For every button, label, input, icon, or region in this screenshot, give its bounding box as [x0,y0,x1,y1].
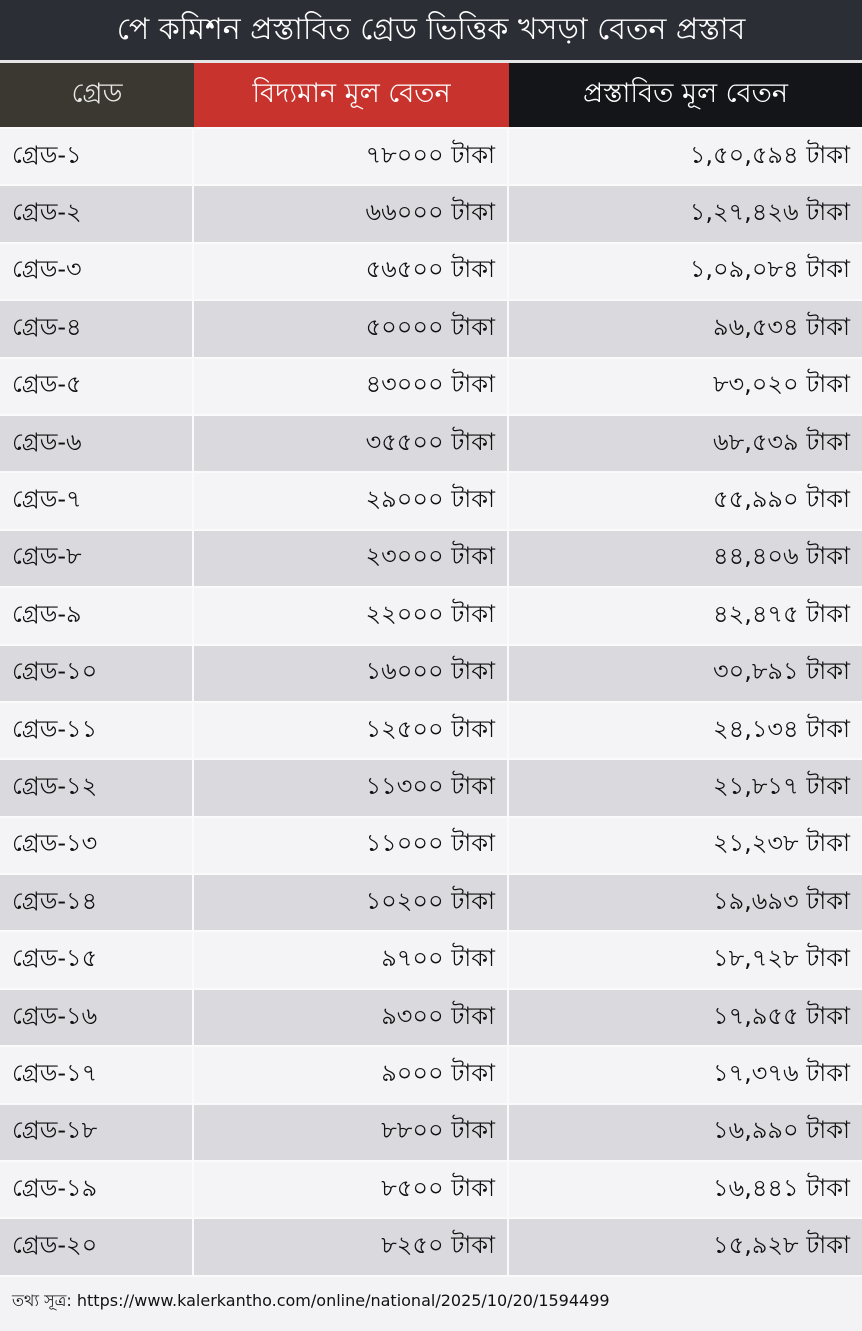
current-salary-cell: ১২৫০০ টাকা [194,702,509,759]
current-salary-cell: ৯০০০ টাকা [194,1047,509,1103]
current-salary-cell: ২৯০০০ টাকা [194,473,509,529]
grade-cell: গ্রেড-১৩ [0,817,194,874]
table-row: গ্রেড-৯ ২২০০০ টাকা ৪২,৪৭৫ টাকা [0,586,862,644]
proposed-salary-cell: ২৪,১৩৪ টাকা [713,714,850,743]
current-salary-cell: ১১৩০০ টাকা [194,760,509,816]
grade-cell: গ্রেড-১৭ [0,1047,194,1103]
table-row: গ্রেড-১৬ ৯৩০০ টাকা ১৭,৯৫৫ টাকা [0,987,862,1046]
table-row: গ্রেড-৭ ২৯০০০ টাকা ৫৫,৯৯০ টাকা [0,471,862,529]
current-salary-cell: ৩৫৫০০ টাকা [194,415,509,472]
proposed-salary-cell: ১৫,৯২৮ টাকা [713,1231,850,1260]
grade-cell: গ্রেড-২০ [0,1219,194,1275]
grade-cell: গ্রেড-১৯ [0,1162,194,1218]
current-salary-cell: ১১০০০ টাকা [194,817,509,874]
proposed-salary-cell: ১৭,৩৭৬ টাকা [712,1058,850,1087]
proposed-salary-cell: ৮৩,০২০ টাকা [712,370,850,399]
current-salary-cell: ৮৮০০ টাকা [194,1104,509,1161]
grade-cell: গ্রেড-১৬ [0,989,194,1046]
table-row: গ্রেড-১১ ১২৫০০ টাকা ২৪,১৩৪ টাকা [0,700,862,759]
current-salary-cell: ৯৩০০ টাকা [194,989,509,1046]
table-row: গ্রেড-১৪ ১০২০০ টাকা ১৯,৬৯৩ টাকা [0,873,862,931]
proposed-salary-cell: ১৬,৯৯০ টাকা [713,1116,850,1145]
grade-cell: গ্রেড-৭ [0,473,194,529]
grade-cell: গ্রেড-৮ [0,530,194,587]
table-row: গ্রেড-১৩ ১১০০০ টাকা ২১,২৩৮ টাকা [0,815,862,874]
proposed-salary-cell: ১,৫০,৫৯৪ টাকা [689,140,850,169]
proposed-salary-cell: ৫৫,৯৯০ টাকা [713,485,850,514]
grade-cell: গ্রেড-৬ [0,415,194,472]
table-row: গ্রেড-২ ৬৬০০০ টাকা ১,২৭,৪২৬ টাকা [0,184,862,242]
table-row: গ্রেড-৪ ৫০০০০ টাকা ৯৬,৫৩৪ টাকা [0,299,862,357]
grade-cell: গ্রেড-১ [0,129,194,185]
current-salary-cell: ৭৮০০০ টাকা [194,129,509,185]
proposed-salary-cell: ৯৬,৫৩৪ টাকা [713,312,850,341]
proposed-salary-cell: ১,০৯,০৮৪ টাকা [689,255,850,284]
page-title: পে কমিশন প্রস্তাবিত গ্রেড ভিত্তিক খসড়া … [0,0,862,63]
table-body: গ্রেড-১ ৭৮০০০ টাকা ১,৫০,৫৯৪ টাকা গ্রেড-২ ৬৬০… [0,127,862,1275]
grade-cell: গ্রেড-১০ [0,645,194,701]
grade-cell: গ্রেড-১১ [0,702,194,759]
table-row: গ্রেড-৫ ৪৩০০০ টাকা ৮৩,০২০ টাকা [0,356,862,414]
table-row: গ্রেড-১৯ ৮৫০০ টাকা ১৬,৪৪১ টাকা [0,1160,862,1218]
source-note: তথ্য সূত্র: https://www.kalerkantho.com/… [0,1274,862,1327]
proposed-salary-cell: ২১,৮১৭ টাকা [713,771,850,800]
grade-cell: গ্রেড-১২ [0,760,194,816]
current-salary-cell: ৬৬০০০ টাকা [194,186,509,242]
current-salary-cell: ১০২০০ টাকা [194,875,509,931]
current-salary-cell: ৮২৫০ টাকা [194,1219,509,1275]
grade-cell: গ্রেড-৫ [0,358,194,414]
proposed-salary-cell: ৪২,৪৭৫ টাকা [713,599,850,628]
proposed-salary-cell: ১৭,৯৫৫ টাকা [713,1001,850,1030]
current-salary-cell: ৪৩০০০ টাকা [194,358,509,414]
table-header: গ্রেড বিদ্যমান মূল বেতন প্রস্তাবিত মূল ব… [0,63,862,127]
proposed-salary-cell: ৩০,৮৯১ টাকা [713,657,850,686]
proposed-salary-cell: ১,২৭,৪২৬ টাকা [689,198,850,227]
grade-cell: গ্রেড-৯ [0,588,194,644]
proposed-salary-cell: ২১,২৩৮ টাকা [712,829,850,858]
proposed-salary-cell: ৬৮,৫৩৯ টাকা [713,427,850,456]
current-salary-cell: ৯৭০০ টাকা [194,932,509,988]
grade-cell: গ্রেড-১৫ [0,932,194,988]
header-proposed-salary: প্রস্তাবিত মূল বেতন [509,63,862,127]
header-current-salary: বিদ্যমান মূল বেতন [194,63,509,127]
table-row: গ্রেড-৩ ৫৬৫০০ টাকা ১,০৯,০৮৪ টাকা [0,241,862,300]
header-grade: গ্রেড [0,63,194,127]
current-salary-cell: ২২০০০ টাকা [194,588,509,644]
table-row: গ্রেড-১২ ১১৩০০ টাকা ২১,৮১৭ টাকা [0,758,862,816]
proposed-salary-cell: ৪৪,৪০৬ টাকা [713,542,850,571]
current-salary-cell: ৫০০০০ টাকা [194,301,509,357]
current-salary-cell: ১৬০০০ টাকা [194,645,509,701]
current-salary-cell: ৫৬৫০০ টাকা [194,243,509,300]
table-row: গ্রেড-১৭ ৯০০০ টাকা ১৭,৩৭৬ টাকা [0,1045,862,1103]
proposed-salary-cell: ১৬,৪৪১ টাকা [713,1173,850,1202]
table-row: গ্রেড-১৫ ৯৭০০ টাকা ১৮,৭২৮ টাকা [0,930,862,988]
proposed-salary-cell: ১৮,৭২৮ টাকা [713,944,850,973]
current-salary-cell: ২৩০০০ টাকা [194,530,509,587]
grade-cell: গ্রেড-২ [0,186,194,242]
current-salary-cell: ৮৫০০ টাকা [194,1162,509,1218]
grade-cell: গ্রেড-১৮ [0,1104,194,1161]
grade-cell: গ্রেড-৩ [0,243,194,300]
table-row: গ্রেড-১৮ ৮৮০০ টাকা ১৬,৯৯০ টাকা [0,1102,862,1161]
proposed-salary-cell: ১৯,৬৯৩ টাকা [713,886,850,915]
table-row: গ্রেড-৬ ৩৫৫০০ টাকা ৬৮,৫৩৯ টাকা [0,413,862,472]
grade-cell: গ্রেড-১৪ [0,875,194,931]
table-row: গ্রেড-২০ ৮২৫০ টাকা ১৫,৯২৮ টাকা [0,1217,862,1275]
table-row: গ্রেড-৮ ২৩০০০ টাকা ৪৪,৪০৬ টাকা [0,528,862,587]
table-row: গ্রেড-১ ৭৮০০০ টাকা ১,৫০,৫৯৪ টাকা [0,127,862,185]
table-row: গ্রেড-১০ ১৬০০০ টাকা ৩০,৮৯১ টাকা [0,643,862,701]
grade-cell: গ্রেড-৪ [0,301,194,357]
